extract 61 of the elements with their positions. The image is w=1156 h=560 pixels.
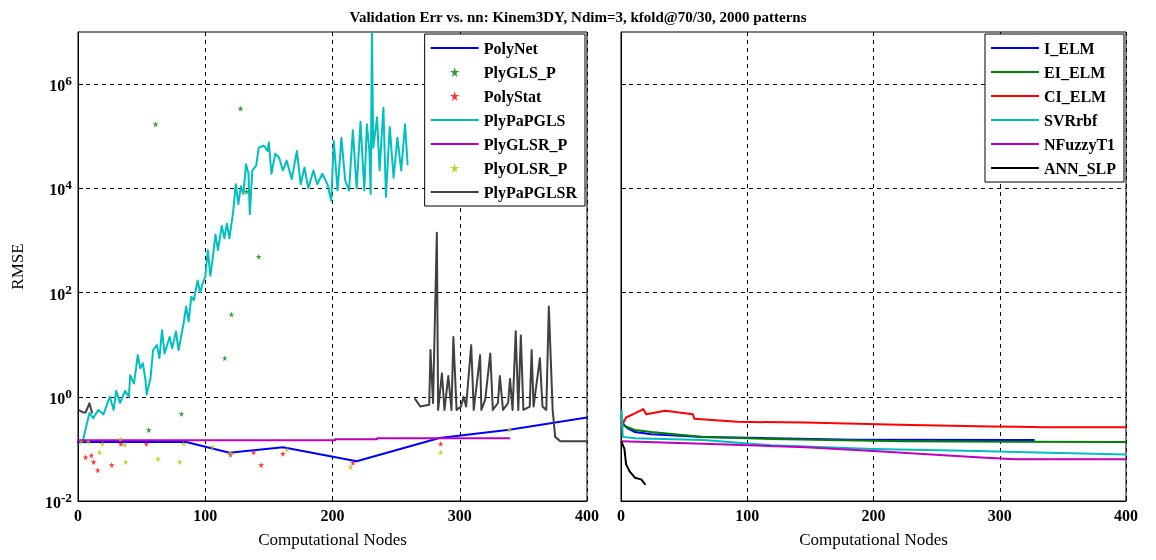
legend-label: CI_ELM [1043,87,1107,105]
point [176,459,183,466]
point [237,105,244,112]
point [99,440,106,447]
point [506,426,513,433]
x-tick-label: 100 [193,506,218,524]
legend-label: PolyStat [483,87,543,106]
point [347,463,354,470]
point [180,440,187,447]
point [209,443,216,450]
x-tick-label: 0 [74,506,82,524]
x-tick-label: 0 [617,506,625,524]
point [258,462,265,469]
legend-label: PlyPaPGLS [483,111,566,130]
x-tick-label: 200 [320,506,345,524]
point [228,311,235,318]
point [255,253,262,260]
y-tick-label: 10$^{0}$ [49,385,72,407]
point [117,440,124,447]
legend-label: EI_ELM [1043,63,1106,81]
x-axis-title: Computational Nodes [799,530,948,549]
legend-label: PlyGLSR_P [483,135,568,154]
y-axis-title: RMSE [8,243,27,290]
x-tick-label: 400 [1114,506,1138,524]
legend-label: ANN_SLP [1043,159,1117,177]
legend-label: PlyGLS_P [483,63,556,82]
point [122,459,129,466]
legend-label: PlyOLSR_P [483,159,568,178]
legend-label: NFuzzyT1 [1043,135,1116,154]
point [155,455,162,462]
point [145,427,152,434]
legend-label: SVRrbf [1043,111,1098,129]
y-tick-label: 10$^{-2}$ [44,489,72,512]
point [78,438,85,445]
point [349,459,356,466]
point [90,459,97,466]
x-tick-label: 200 [861,506,886,524]
x-tick-label: 400 [575,506,599,524]
x-axis-title: Computational Nodes [258,530,407,549]
point [121,441,128,448]
y-tick-label: 10$^{6}$ [49,72,72,95]
point [85,438,92,445]
y-tick-label: 10$^{2}$ [49,281,72,303]
point [96,449,103,456]
point [108,462,115,469]
legend-label: PolyNet [483,39,539,58]
y-tick-label: 10$^{4}$ [49,177,72,199]
point [82,454,89,461]
x-tick-label: 300 [447,506,472,524]
legend-label: PlyPaPGLSR [483,183,578,202]
chart-title: Validation Err vs. nn: Kinem3DY, Ndim=3, kfold@70/30, 2000 patterns [349,8,807,25]
point [178,410,185,417]
point [117,435,124,442]
legend-label: I_ELM [1043,39,1095,57]
point [152,121,159,128]
point [243,188,250,195]
x-tick-label: 100 [735,506,760,524]
point [250,449,257,456]
x-tick-label: 300 [987,506,1012,524]
point [437,440,444,447]
point [143,440,150,447]
